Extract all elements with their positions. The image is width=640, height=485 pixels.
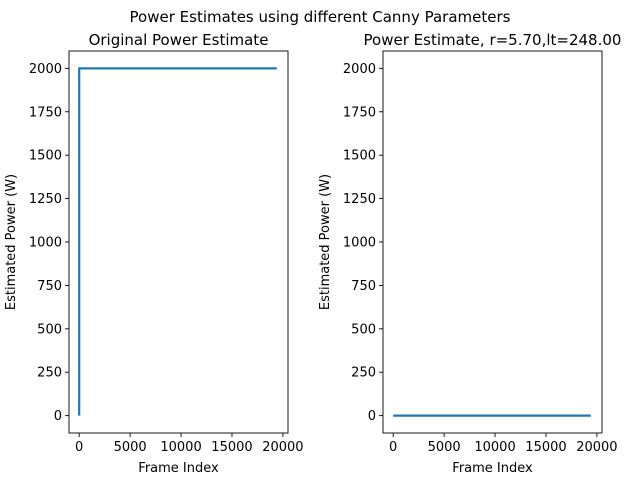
x-tick-label: 5000 <box>428 440 461 455</box>
x-axis-label: Frame Index <box>452 461 533 476</box>
y-tick-label: 250 <box>351 366 376 381</box>
y-tick-label: 1250 <box>29 192 62 207</box>
x-tick-label: 0 <box>389 440 397 455</box>
y-tick-label: 500 <box>37 322 62 337</box>
y-tick-label: 1500 <box>343 149 376 164</box>
x-tick-label: 0 <box>75 440 83 455</box>
x-tick-label: 10000 <box>474 440 515 455</box>
x-tick-label: 15000 <box>525 440 566 455</box>
x-tick-label: 20000 <box>262 440 303 455</box>
y-tick-label: 500 <box>351 322 376 337</box>
subplot-title: Power Estimate, r=5.70,lt=248.00 <box>364 31 622 49</box>
y-axis-label: Estimated Power (W) <box>318 174 333 310</box>
x-axis-label: Frame Index <box>138 461 219 476</box>
y-tick-label: 1250 <box>343 192 376 207</box>
series-line <box>78 67 277 416</box>
y-tick-label: 2000 <box>29 62 62 77</box>
y-tick-label: 750 <box>37 279 62 294</box>
y-tick-label: 250 <box>37 366 62 381</box>
y-tick-label: 1750 <box>29 105 62 120</box>
x-tick-label: 10000 <box>160 440 201 455</box>
y-tick-label: 1000 <box>29 236 62 251</box>
y-tick-label: 0 <box>368 409 376 424</box>
x-tick-label: 5000 <box>114 440 147 455</box>
y-tick-label: 1750 <box>343 105 376 120</box>
y-tick-label: 1000 <box>343 236 376 251</box>
subplot-title: Original Power Estimate <box>89 31 269 49</box>
subplot-2: Power Estimate, r=5.70,lt=248.000 5000 100… <box>318 31 621 476</box>
y-tick-label: 1500 <box>29 149 62 164</box>
y-tick-label: 750 <box>351 279 376 294</box>
x-tick-label: 20000 <box>576 440 617 455</box>
y-tick-label: 0 <box>54 409 62 424</box>
x-tick-label: 15000 <box>211 440 252 455</box>
figure-title: Power Estimates using different Canny Pa… <box>130 8 511 26</box>
y-axis-label: Estimated Power (W) <box>4 174 19 310</box>
y-tick-label: 2000 <box>343 62 376 77</box>
